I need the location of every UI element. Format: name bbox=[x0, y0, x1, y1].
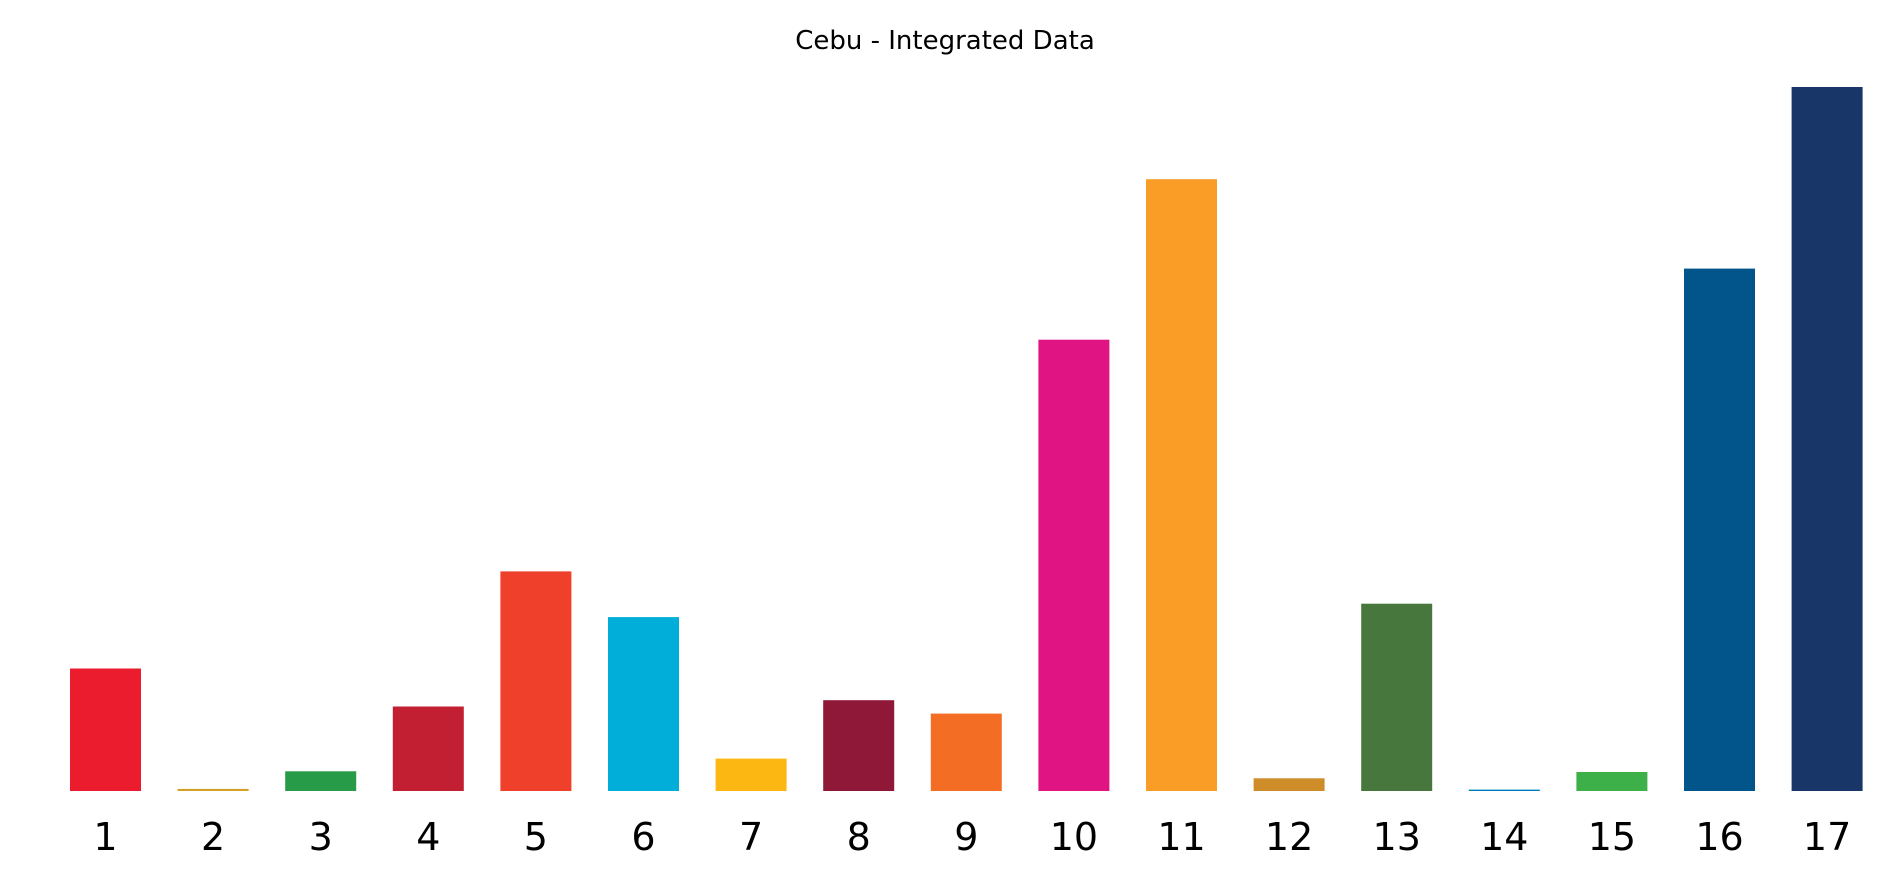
x-tick-label-2: 2 bbox=[201, 815, 225, 859]
bar-8 bbox=[823, 700, 895, 791]
x-tick-label-16: 16 bbox=[1695, 815, 1743, 859]
x-tick-label-6: 6 bbox=[631, 815, 655, 859]
x-tick-label-15: 15 bbox=[1588, 815, 1636, 859]
chart-title: Cebu - Integrated Data bbox=[795, 26, 1095, 56]
bar-17 bbox=[1791, 87, 1863, 791]
x-tick-label-17: 17 bbox=[1803, 815, 1851, 859]
x-tick-label-12: 12 bbox=[1265, 815, 1313, 859]
x-tick-label-11: 11 bbox=[1157, 815, 1205, 859]
bar-10 bbox=[1038, 339, 1110, 791]
x-tick-label-13: 13 bbox=[1373, 815, 1421, 859]
bar-15 bbox=[1576, 772, 1648, 791]
bar-9 bbox=[930, 713, 1002, 791]
bar-7 bbox=[715, 758, 787, 791]
bar-14 bbox=[1468, 789, 1540, 791]
bar-13 bbox=[1361, 603, 1433, 791]
x-tick-label-5: 5 bbox=[524, 815, 548, 859]
x-tick-label-8: 8 bbox=[847, 815, 871, 859]
x-tick-label-3: 3 bbox=[309, 815, 333, 859]
x-tick-labels: 1 2 3 4 5 6 7 8 9 10 11 12 13 14 15 16 17 bbox=[93, 815, 1851, 859]
x-tick-label-10: 10 bbox=[1050, 815, 1098, 859]
bar-1 bbox=[70, 668, 141, 791]
x-tick-label-7: 7 bbox=[739, 815, 763, 859]
x-tick-label-9: 9 bbox=[954, 815, 978, 859]
x-tick-label-1: 1 bbox=[93, 815, 117, 859]
bar-12 bbox=[1253, 778, 1325, 791]
bar-16 bbox=[1684, 268, 1755, 792]
bar-2 bbox=[177, 788, 249, 791]
bar-6 bbox=[608, 617, 679, 791]
bar-5 bbox=[500, 571, 572, 791]
bar-11 bbox=[1146, 179, 1217, 791]
x-tick-label-4: 4 bbox=[416, 815, 440, 859]
x-tick-label-14: 14 bbox=[1480, 815, 1528, 859]
bars-group bbox=[70, 87, 1863, 792]
bar-4 bbox=[392, 706, 464, 791]
bar-3 bbox=[285, 771, 357, 791]
